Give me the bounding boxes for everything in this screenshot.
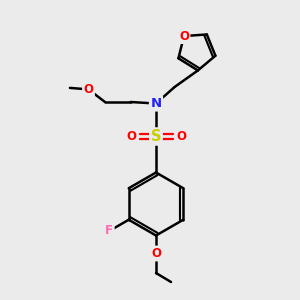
Text: O: O xyxy=(126,130,136,143)
Text: O: O xyxy=(151,247,161,260)
Text: F: F xyxy=(105,224,113,238)
Text: O: O xyxy=(176,130,186,143)
Text: S: S xyxy=(151,129,161,144)
Text: N: N xyxy=(150,97,162,110)
Text: O: O xyxy=(83,83,94,96)
Text: O: O xyxy=(179,30,189,43)
